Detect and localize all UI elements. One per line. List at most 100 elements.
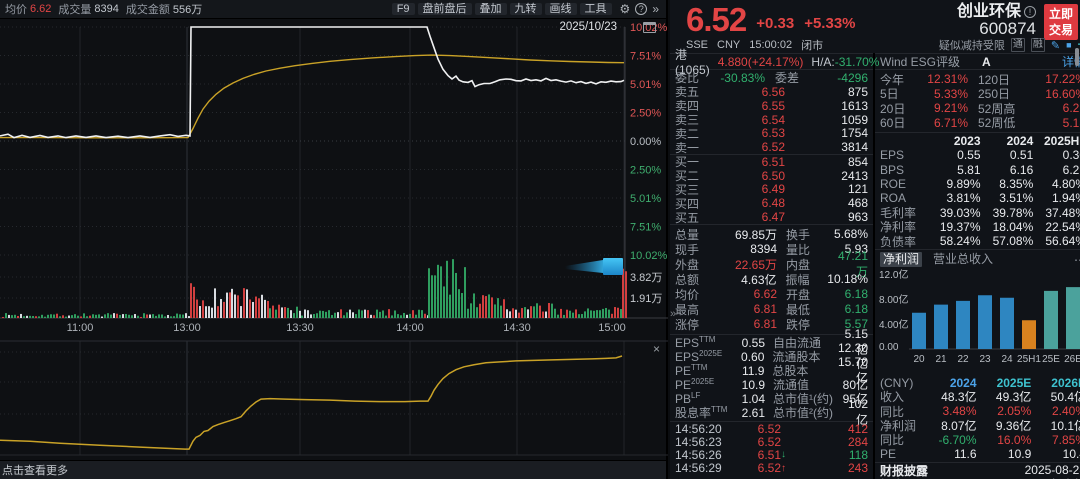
- stock-name: 创业环保: [956, 3, 1021, 20]
- add-icon[interactable]: +: [1078, 39, 1080, 51]
- period-return: 6.26: [1062, 101, 1080, 116]
- level-label: 卖四: [675, 99, 700, 114]
- fin-metric-value: 3.81%: [946, 191, 981, 206]
- time-and-sales: 14:56:20 6.52 412 14:56:23 6.52 284 14:56:26 6.…: [670, 422, 873, 476]
- level-volume: 2413: [841, 168, 868, 183]
- time-axis-label: 14:00: [396, 322, 424, 334]
- indicator-line: [0, 355, 623, 450]
- more-tabs-icon[interactable]: ⋯: [1074, 252, 1080, 267]
- weicha-label: 委差: [775, 71, 800, 85]
- svg-text:21: 21: [935, 354, 947, 365]
- time-axis-label: 14:30: [503, 322, 531, 334]
- snapshot-icon[interactable]: [643, 21, 656, 33]
- bar-23: [978, 295, 992, 350]
- ask-row-3[interactable]: 卖三 6.54 1059: [670, 112, 873, 128]
- bar-20: [912, 313, 926, 350]
- time-axis-label: 15:00: [598, 322, 626, 334]
- stat-row-4: 均价 6.62 开盘 6.18: [670, 287, 873, 302]
- stat-row-3: 总额 4.63亿 振幅 10.18%: [670, 272, 873, 287]
- stat-row-2: 外盘 22.65万 内盘 47.21万: [670, 249, 873, 279]
- svg-text:4.00亿: 4.00亿: [879, 318, 908, 331]
- quote-subheader: SSE CNY 15:00:02 闭市 疑似减持受限 通 融 ✎ ■ +: [670, 38, 1080, 53]
- panel-expander-icon[interactable]: »: [670, 308, 677, 320]
- level-price: 6.56: [761, 84, 785, 99]
- level-volume: 854: [847, 154, 868, 169]
- stat-value: 6.81: [753, 317, 777, 332]
- chart-date: 2025/10/23: [559, 21, 617, 33]
- toolbar-button-2[interactable]: 叠加: [474, 3, 507, 15]
- level-label: 买二: [675, 169, 700, 184]
- svg-text:8.00亿: 8.00亿: [879, 293, 908, 306]
- bid-row-4[interactable]: 买四 6.48 468: [670, 196, 873, 211]
- help-icon[interactable]: ?: [635, 3, 648, 15]
- fin-metric-value: 39.78%: [992, 205, 1034, 220]
- consensus-value: -6.70%: [938, 432, 977, 447]
- fin-metric-value: 8.35%: [999, 177, 1034, 192]
- toolbar-button-1[interactable]: 盘前盘后: [417, 3, 472, 15]
- bar-24: [1000, 298, 1014, 350]
- consensus-row-4: PE 11.6 10.9 10.4: [875, 447, 1080, 461]
- toolbar-button-0[interactable]: F9: [391, 3, 415, 15]
- stat-label: 总量: [675, 227, 700, 242]
- stat-value: 8394: [750, 242, 777, 257]
- bid-row-5[interactable]: 买五 6.47 963: [670, 210, 873, 225]
- consensus-label: 收入: [880, 390, 905, 405]
- consensus-value: 10.1亿: [1050, 418, 1080, 433]
- consensus-value: 10.4: [1062, 447, 1080, 461]
- tab-net-profit[interactable]: 净利润: [880, 252, 923, 268]
- trade-now-button[interactable]: 立即 交易: [1044, 4, 1078, 40]
- toolbar-button-4[interactable]: 画线: [544, 3, 577, 15]
- pencil-icon[interactable]: ✎: [1050, 39, 1061, 52]
- weibi-row: 委比 -30.83% 委差 -4296: [670, 70, 873, 86]
- ask-row-5[interactable]: 卖一 6.52 3814: [670, 140, 873, 155]
- ask-row-1[interactable]: 卖五 6.56 875: [670, 84, 873, 100]
- ask-row-2[interactable]: 卖四 6.55 1613: [670, 99, 873, 114]
- close-indicator-icon[interactable]: ×: [653, 342, 660, 356]
- period-label: 今年: [880, 72, 905, 87]
- share-label: 总股本: [772, 364, 809, 379]
- stat-row-5: 最高 6.81 最低 6.18: [670, 302, 873, 317]
- valuation-label: PBLF: [675, 391, 701, 407]
- period-return: 12.31%: [927, 72, 968, 87]
- ha-premium: -31.70%: [834, 54, 880, 69]
- stock-code: 600874: [979, 19, 1036, 38]
- ask-row-4[interactable]: 卖二 6.53 1754: [670, 126, 873, 141]
- chevron-double-right-icon[interactable]: »: [652, 2, 659, 16]
- ha-label: H/A:: [811, 54, 835, 69]
- bid-row-2[interactable]: 买二 6.50 2413: [670, 168, 873, 184]
- bid-row-1[interactable]: 买一 6.51 854: [670, 154, 873, 170]
- consensus-value: 48.3亿: [941, 390, 977, 405]
- hk-price: 4.880(+24.17%): [717, 54, 804, 69]
- ask-levels: 卖五 6.56 875 卖四 6.55 1613 卖三 6.54 1059 卖二 6.53 1754 卖…: [670, 85, 873, 155]
- show-more-bar[interactable]: 点击查看更多: [0, 460, 666, 479]
- tab-revenue[interactable]: 营业总收入: [933, 252, 994, 267]
- valuation-label: PETTM: [675, 363, 708, 379]
- toolbar-button-5[interactable]: 工具: [579, 3, 612, 15]
- trade-btn-line1: 立即: [1048, 7, 1073, 21]
- svg-text:5.01%: 5.01%: [630, 79, 661, 91]
- consensus-header: (CNY) 2024 2025E 2026E: [875, 375, 1080, 390]
- currency: CNY: [717, 39, 741, 51]
- scrollbar-thumb[interactable]: [1075, 48, 1079, 66]
- stat-label: 总额: [675, 272, 700, 287]
- tick-time: 14:56:29: [675, 461, 722, 476]
- bid-row-3[interactable]: 买三 6.49 121: [670, 182, 873, 197]
- svg-text:10.02%: 10.02%: [630, 250, 668, 262]
- fin-metric-value: 22.54%: [1045, 219, 1080, 234]
- fin-table-row-2: ROE 9.89% 8.35% 4.80%: [875, 177, 1080, 191]
- gear-icon[interactable]: ⚙: [619, 2, 631, 16]
- consensus-row-1: 同比 3.48% 2.05% 2.40%: [875, 404, 1080, 419]
- level-volume: 1059: [841, 112, 868, 127]
- average-price-line: [0, 54, 625, 139]
- toolbar-button-3[interactable]: 九转: [509, 3, 542, 15]
- hk-share-row[interactable]: 港(1065) 4.880(+24.17%) H/A: -31.70%: [670, 48, 879, 77]
- avg-price-label: 均价: [5, 4, 27, 16]
- period-return: 5.18: [1062, 115, 1080, 130]
- alert-icon[interactable]: ■: [1066, 40, 1072, 50]
- info-icon[interactable]: !: [1024, 6, 1036, 18]
- consensus-label: 同比: [880, 404, 905, 419]
- period-label: 120日: [978, 72, 1011, 87]
- price-change: +0.33: [756, 15, 795, 32]
- tick-time: 14:56:26: [675, 447, 722, 462]
- svg-text:23: 23: [979, 354, 991, 365]
